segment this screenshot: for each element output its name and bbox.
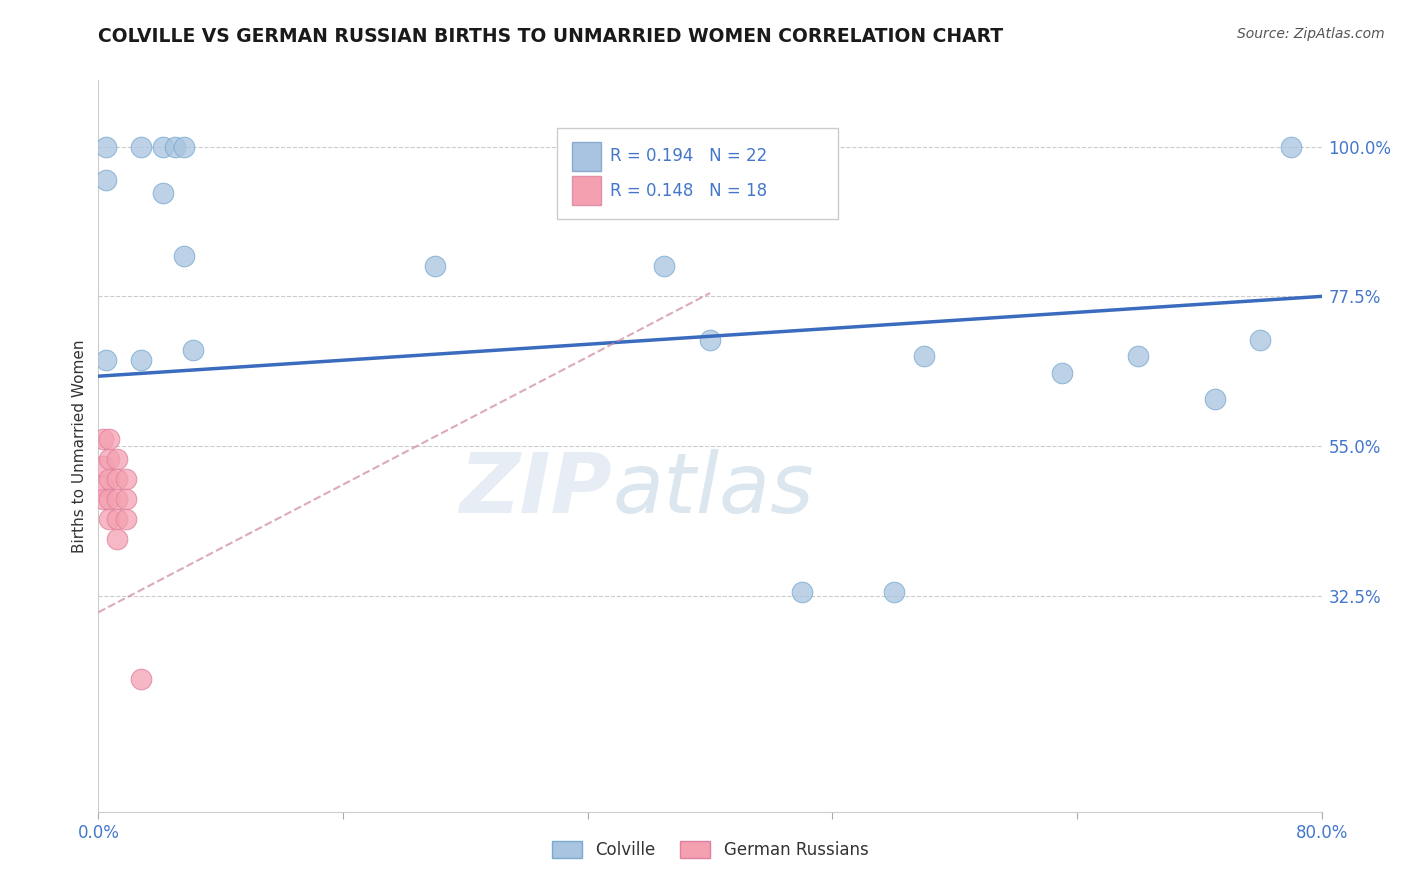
Point — [423, 260, 446, 274]
Point — [98, 452, 121, 467]
Point — [912, 349, 935, 363]
Point — [115, 472, 138, 486]
Point — [1279, 140, 1302, 154]
Point — [129, 672, 152, 686]
Point — [98, 472, 121, 486]
Point — [152, 140, 174, 154]
Point — [163, 140, 186, 154]
Point — [173, 250, 195, 264]
Point — [652, 260, 675, 274]
Text: atlas: atlas — [612, 450, 814, 531]
FancyBboxPatch shape — [572, 142, 602, 171]
Point — [94, 352, 117, 367]
Text: R = 0.148   N = 18: R = 0.148 N = 18 — [610, 182, 766, 200]
Point — [91, 433, 114, 447]
Point — [1050, 366, 1073, 380]
Legend: Colville, German Russians: Colville, German Russians — [546, 834, 875, 865]
Point — [94, 173, 117, 187]
Point — [181, 343, 204, 357]
Point — [91, 479, 114, 493]
Point — [105, 472, 128, 486]
Point — [98, 512, 121, 526]
Point — [115, 512, 138, 526]
Point — [98, 433, 121, 447]
Text: ZIP: ZIP — [460, 450, 612, 531]
Point — [699, 333, 721, 347]
Point — [129, 140, 152, 154]
Point — [105, 512, 128, 526]
Point — [883, 585, 905, 599]
Point — [129, 352, 152, 367]
Point — [1204, 392, 1226, 407]
Point — [94, 140, 117, 154]
FancyBboxPatch shape — [557, 128, 838, 219]
Point — [91, 492, 114, 507]
FancyBboxPatch shape — [572, 176, 602, 205]
Text: COLVILLE VS GERMAN RUSSIAN BIRTHS TO UNMARRIED WOMEN CORRELATION CHART: COLVILLE VS GERMAN RUSSIAN BIRTHS TO UNM… — [98, 27, 1004, 45]
Point — [91, 458, 114, 473]
Point — [105, 452, 128, 467]
Point — [105, 492, 128, 507]
Y-axis label: Births to Unmarried Women: Births to Unmarried Women — [72, 339, 87, 553]
Point — [105, 532, 128, 546]
Point — [98, 492, 121, 507]
Point — [115, 492, 138, 507]
Point — [1128, 349, 1150, 363]
Text: R = 0.194   N = 22: R = 0.194 N = 22 — [610, 147, 768, 165]
Text: Source: ZipAtlas.com: Source: ZipAtlas.com — [1237, 27, 1385, 41]
Point — [790, 585, 813, 599]
Point — [173, 140, 195, 154]
Point — [1249, 333, 1271, 347]
Point — [152, 186, 174, 201]
